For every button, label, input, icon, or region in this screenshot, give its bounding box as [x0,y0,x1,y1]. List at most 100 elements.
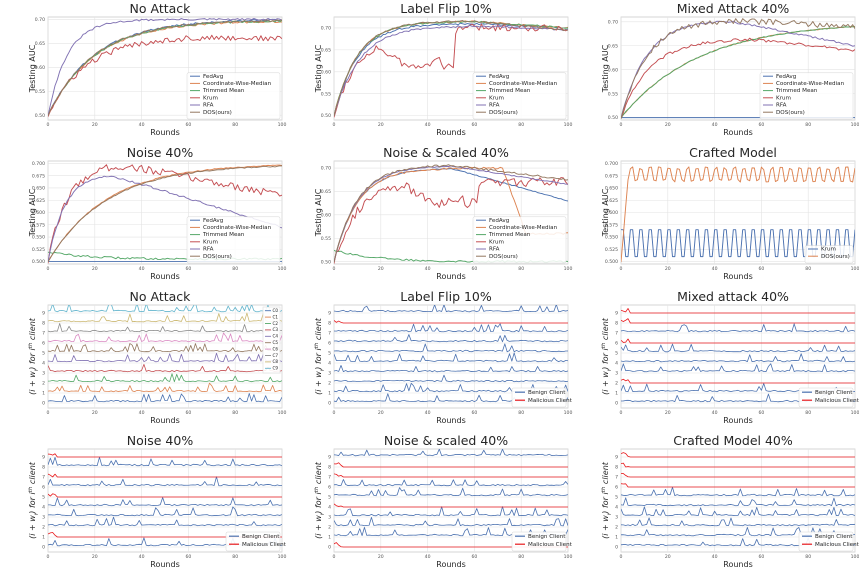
x-axis-label: Rounds [150,272,179,281]
legend-label: Malicious Client [528,398,573,404]
y-tick-label: 0 [42,545,45,551]
legend [759,72,854,120]
legend-label: C8 [273,359,279,364]
y-tick-label: 7 [328,331,331,337]
malicious-client-line [621,318,855,324]
x-tick-label: 100 [564,122,573,128]
legend-label: Coordinate-Wise-Median [203,225,272,231]
y-tick-label: 1 [328,391,331,397]
series-line [334,20,568,117]
chart-panel: 0 20 40 60 80 100 0 1 2 3 4 5 6 7 8 9 Label Flip 10% Roun… [286,288,573,432]
chart-panel: 0 20 40 60 80 100 0.500 0.525 0.550 0.575 0.600 0.6… [0,144,286,288]
y-tick-label: 9 [328,311,331,317]
x-tick-label: 20 [665,554,671,560]
legend-label: Trimmed Mean [488,232,531,238]
y-tick-label: 0.60 [321,69,331,75]
y-tick-label: 0.55 [35,89,45,95]
y-tick-label: 4 [328,361,331,367]
y-tick-label: 0 [328,401,331,407]
legend-label: RFA [489,247,500,253]
legend-label: Krum [489,95,504,101]
y-tick-label: 8 [328,465,331,471]
x-tick-label: 100 [278,554,287,560]
malicious-client-line [621,452,855,458]
client-line [48,363,282,373]
client-line [621,486,855,497]
y-tick-label: 5 [328,351,331,357]
y-tick-label: 8 [42,465,45,471]
client-line [48,305,282,313]
legend-label: C7 [273,353,279,358]
x-tick-label: 40 [425,410,431,416]
y-tick-label: 9 [615,311,618,317]
y-tick-label: 0.600 [605,210,618,216]
chart-svg: 0 20 40 60 80 100 0.50 0.55 0.60 0.65 0.70 Label Fl… [314,1,573,137]
x-tick-label: 0 [620,266,623,272]
legend [472,216,567,264]
x-tick-label: 80 [805,266,811,272]
legend-label: FedAvg [489,218,510,224]
y-tick-label: 0.625 [605,198,618,204]
y-tick-label: 1 [42,391,45,397]
client-line [334,352,568,363]
y-tick-label: 0.575 [605,222,618,228]
x-tick-label: 100 [851,266,859,272]
series-line [334,164,568,263]
client-line [48,393,282,403]
chart-svg: 0 20 40 60 80 100 0 1 2 3 4 5 6 7 8 9 No Attack Rounds (i … [28,289,286,425]
y-tick-label: 1 [615,535,618,541]
x-tick-label: 0 [47,266,50,272]
y-tick-label: 1 [328,535,331,541]
legend-label: DOS(ours) [489,254,518,260]
y-tick-label: 0.575 [32,222,45,228]
legend-label: Benign Client [815,534,853,540]
y-tick-label: 0.50 [321,259,331,265]
x-tick-label: 80 [518,266,524,272]
legend-label: RFA [203,247,214,253]
series-line [48,164,282,264]
x-tick-label: 60 [185,122,191,128]
y-axis-label: Testing AUC [601,44,610,93]
x-tick-label: 0 [333,122,336,128]
x-tick-label: 60 [471,266,477,272]
y-tick-label: 0.70 [321,166,331,172]
x-tick-label: 60 [471,410,477,416]
y-tick-label: 7 [615,331,618,337]
chart-panel: 0 20 40 60 80 100 0.500 0.525 0.550 0.575 0.600 0.6… [573,144,859,288]
y-tick-label: 5 [615,495,618,501]
legend-label: DOS(ours) [776,110,805,116]
legend-label: Krum [821,247,836,253]
y-axis-label: (i + wi) for ith client [601,317,613,395]
y-tick-label: 3 [42,515,45,521]
client-line [334,487,568,497]
y-tick-label: 9 [42,311,45,317]
y-tick-label: 2 [328,525,331,531]
chart-svg: 0 20 40 60 80 100 0 1 2 3 4 5 6 7 8 9 Mixed attack 40% Ro… [601,289,859,425]
malicious-client-line [621,483,855,488]
legend-label: FedAvg [776,74,797,80]
x-tick-label: 60 [185,554,191,560]
y-axis-label: Testing AUC [601,188,610,237]
malicious-client-line [621,378,855,384]
client-line [621,506,855,517]
legend-label: Benign Client [242,534,280,540]
malicious-client-line [48,473,282,478]
legend-label: FedAvg [203,218,224,224]
client-line [334,479,568,487]
x-tick-label: 40 [712,410,718,416]
x-tick-label: 100 [278,266,287,272]
y-tick-label: 8 [615,321,618,327]
series-line [48,175,282,263]
x-tick-label: 20 [665,122,671,128]
y-tick-label: 0.50 [321,113,331,119]
y-tick-label: 0.70 [35,17,45,23]
malicious-client-line [48,453,282,458]
y-tick-label: 5 [42,495,45,501]
chart-panel: 0 20 40 60 80 100 0.50 0.55 0.60 0.65 0.70 Label Fl… [286,0,572,144]
x-axis-label: Rounds [150,560,179,569]
legend-label: Coordinate-Wise-Median [489,225,558,231]
y-tick-label: 0.70 [321,26,331,32]
legend-label: C5 [273,340,279,345]
chart-panel: 0 20 40 60 80 100 0 1 2 3 4 5 6 7 8 9 Noise 40% Rounds (i … [0,432,287,576]
legend-label: Benign Client [528,390,566,396]
